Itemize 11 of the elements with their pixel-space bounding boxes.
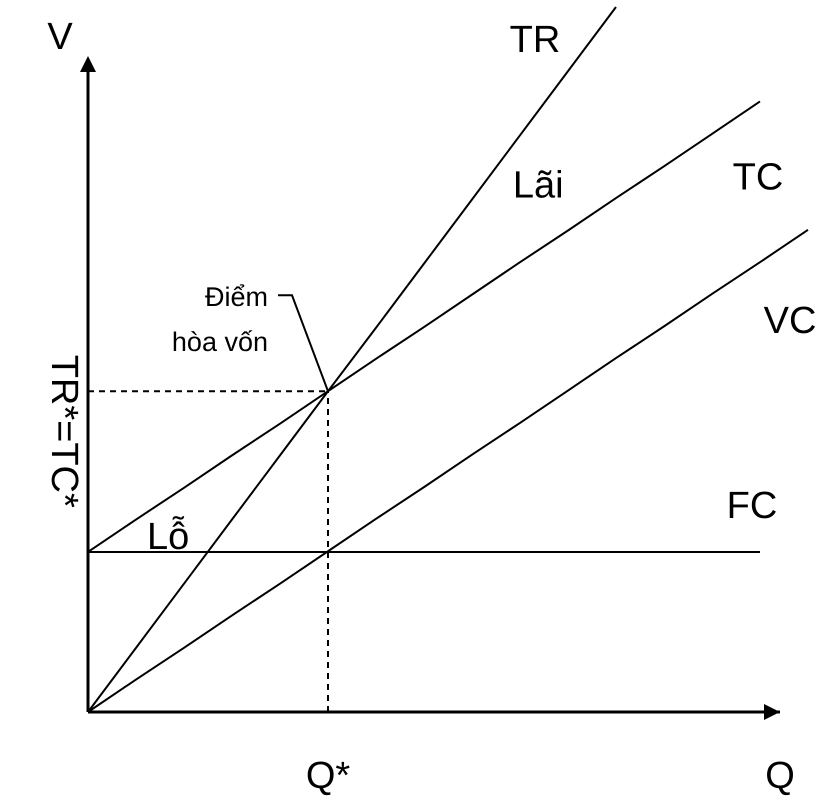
x-axis-title: Q	[765, 755, 795, 796]
text: Q*	[306, 755, 350, 796]
annotation: Lỗ	[146, 516, 190, 558]
annotation: Lãi	[512, 164, 564, 207]
series-label: TC	[732, 156, 784, 198]
series-label: VC	[764, 300, 816, 342]
series-label: TR	[510, 19, 560, 61]
annotation: Điểm hòa vốn	[172, 282, 268, 358]
ref-line-label: TR*=TC*	[43, 354, 85, 508]
y-axis-title: V	[47, 16, 74, 58]
series-label: FC	[726, 484, 778, 527]
